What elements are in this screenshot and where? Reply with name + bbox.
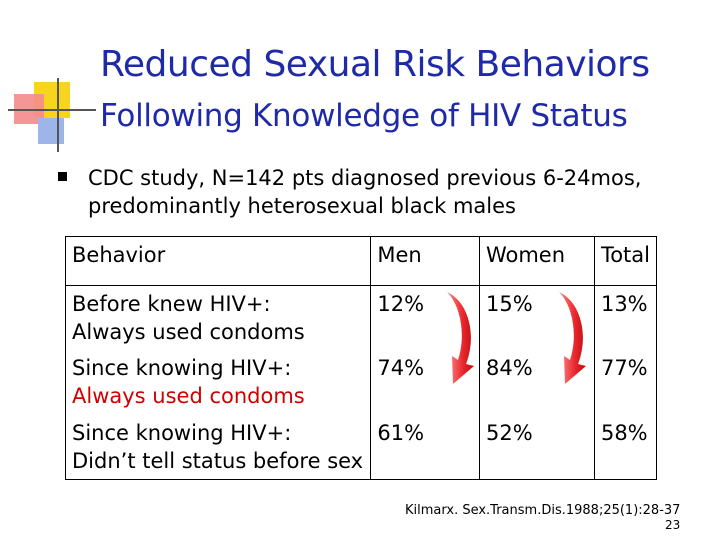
behavior-line1: Since knowing HIV+: (72, 420, 292, 445)
citation: Kilmarx. Sex.Transm.Dis.1988;25(1):28-37 (405, 503, 681, 518)
behavior-cell: Since knowing HIV+: Always used condoms (64, 350, 372, 415)
slide-title-line2: Following Knowledge of HIV Status (100, 98, 628, 134)
men-cell: 74% (370, 350, 480, 415)
decorative-corner-logo (8, 78, 96, 152)
square-bullet-icon (58, 172, 67, 181)
table-row: Before knew HIV+: Always used condoms 12… (64, 285, 658, 351)
total-cell: 13% (593, 285, 658, 351)
behavior-cell: Before knew HIV+: Always used condoms (64, 285, 372, 351)
women-cell: 15% (478, 285, 595, 351)
logo-blue-square (38, 118, 64, 144)
slide-title-line1: Reduced Sexual Risk Behaviors (100, 44, 650, 85)
table-header-row: Behavior Men Women Total (64, 236, 658, 286)
behavior-line2: Always used condoms (72, 320, 305, 344)
behavior-line2: Didn’t tell status before sex (72, 448, 364, 473)
page-number: 23 (665, 518, 681, 532)
header-men: Men (370, 236, 480, 286)
behavior-line1: Since knowing HIV+: (72, 356, 292, 381)
table-row: Since knowing HIV+: Didn’t tell status b… (64, 414, 658, 480)
bullet-text: CDC study, N=142 pts diagnosed previous … (88, 166, 642, 218)
total-cell: 77% (593, 350, 658, 415)
header-women: Women (478, 236, 595, 286)
women-cell: 84% (478, 350, 595, 415)
header-total: Total (593, 236, 658, 286)
behavior-line2-highlighted: Always used condoms (72, 384, 305, 409)
results-table: Behavior Men Women Total Before knew HIV… (64, 236, 658, 480)
men-cell: 61% (370, 414, 480, 480)
behavior-cell: Since knowing HIV+: Didn’t tell status b… (64, 414, 372, 480)
behavior-line1: Before knew HIV+: (72, 292, 271, 316)
women-cell: 52% (478, 414, 595, 480)
table-row: Since knowing HIV+: Always used condoms … (64, 350, 658, 415)
total-cell: 58% (593, 414, 658, 480)
header-behavior: Behavior (64, 236, 372, 286)
men-cell: 12% (370, 285, 480, 351)
